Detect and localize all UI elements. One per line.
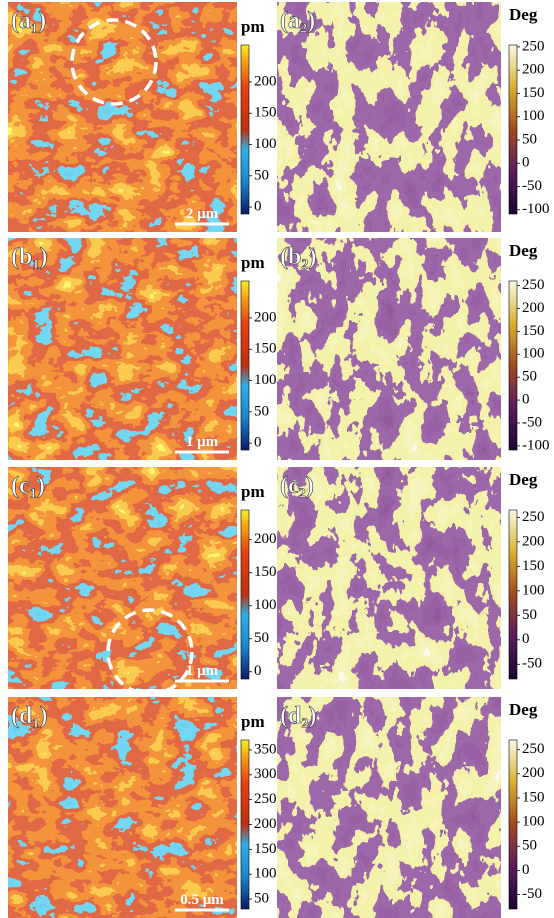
colorbar-unit: pm xyxy=(241,712,265,731)
colorbar-tick-label: -50 xyxy=(522,414,542,430)
colorbar-unit: Deg xyxy=(509,700,538,719)
scale-bar-label: 1 μm xyxy=(186,663,219,679)
colorbar-tick-label: 100 xyxy=(254,136,277,152)
colorbar-tick-label: 250 xyxy=(522,277,545,293)
colorbar-tick-label: 200 xyxy=(254,816,277,832)
colorbar-tick-label: 50 xyxy=(254,403,269,419)
colorbar-tick-label: 100 xyxy=(522,346,545,362)
scale-bar-label: 1 μm xyxy=(186,434,219,450)
colorbar-tick-label: 150 xyxy=(254,564,277,580)
colorbar-tick-label: 200 xyxy=(522,533,545,549)
figure: (a₁) 2 μm pm 200 150 100 50 0 (a₂) Deg 250 200 150 10… xyxy=(0,0,554,918)
image xyxy=(8,238,237,460)
colorbar-tick-label: 200 xyxy=(522,765,545,781)
colorbar-tick-label: 0 xyxy=(254,435,262,451)
colorbar-tick-label: 0 xyxy=(522,155,530,171)
colorbar-tick-label: 150 xyxy=(522,789,545,805)
colorbar-tick-label: 100 xyxy=(254,372,277,388)
colorbar-tick-label: 150 xyxy=(522,558,545,574)
colorbar-tick-label: 200 xyxy=(254,73,277,89)
colorbar-tick-label: 50 xyxy=(522,838,537,854)
colorbar-tick-label: -50 xyxy=(522,886,542,902)
colorbar-tick-label: 200 xyxy=(522,300,545,316)
colorbar xyxy=(509,281,517,450)
colorbar-tick-label: 50 xyxy=(254,167,269,183)
colorbar-tick-label: 0 xyxy=(254,199,262,215)
colorbar-tick-label: 200 xyxy=(522,62,545,78)
panel-label: (d₁) xyxy=(11,703,48,729)
colorbar-unit: Deg xyxy=(509,241,538,260)
image xyxy=(8,467,237,689)
colorbar xyxy=(509,510,517,679)
colorbar-tick-label: 150 xyxy=(254,105,277,121)
panel-label: (b₁) xyxy=(11,244,48,270)
scale-bar-label: 2 μm xyxy=(186,206,219,222)
colorbar-unit: pm xyxy=(241,482,265,501)
colorbar-tick-label: 50 xyxy=(254,890,269,906)
colorbar-tick-label: 0 xyxy=(254,663,262,679)
colorbar-tick-label: 250 xyxy=(522,741,545,757)
image xyxy=(8,697,237,918)
colorbar-tick-label: 250 xyxy=(522,509,545,525)
colorbar-tick-label: 100 xyxy=(522,108,545,124)
colorbar-tick-label: 100 xyxy=(254,866,277,882)
panel-label: (a₁) xyxy=(11,8,46,34)
colorbar-unit: Deg xyxy=(509,5,538,24)
colorbar xyxy=(509,740,517,909)
panel-label: (d₂) xyxy=(280,703,317,729)
colorbar xyxy=(241,281,249,450)
colorbar-tick-label: 100 xyxy=(522,814,545,830)
panel-label: (c₁) xyxy=(11,473,45,499)
image xyxy=(277,697,501,918)
panel-label: (c₂) xyxy=(280,473,314,499)
colorbar-tick-label: 100 xyxy=(522,582,545,598)
colorbar-tick-label: 50 xyxy=(522,369,537,385)
colorbar-tick-label: 100 xyxy=(254,597,277,613)
colorbar-tick-label: 50 xyxy=(522,607,537,623)
colorbar-tick-label: 150 xyxy=(254,341,277,357)
image xyxy=(8,2,237,232)
colorbar-unit: pm xyxy=(241,17,265,36)
colorbar-tick-label: 150 xyxy=(254,841,277,857)
colorbar xyxy=(241,740,249,909)
colorbar xyxy=(241,510,249,679)
colorbar xyxy=(241,45,249,214)
image xyxy=(277,238,501,460)
colorbar-tick-label: 350 xyxy=(254,741,277,757)
colorbar-tick-label: 300 xyxy=(254,766,277,782)
colorbar-tick-label: -50 xyxy=(522,656,542,672)
colorbar-tick-label: 250 xyxy=(254,791,277,807)
colorbar-tick-label: 200 xyxy=(254,531,277,547)
colorbar-tick-label: 50 xyxy=(254,630,269,646)
colorbar-tick-label: 250 xyxy=(522,38,545,54)
colorbar-tick-label: -50 xyxy=(522,178,542,194)
colorbar-tick-label: -100 xyxy=(522,437,550,453)
colorbar-tick-label: 0 xyxy=(522,392,530,408)
colorbar-tick-label: -100 xyxy=(522,201,550,217)
colorbar-unit: pm xyxy=(241,253,265,272)
colorbar xyxy=(509,45,517,214)
colorbar-tick-label: 200 xyxy=(254,309,277,325)
colorbar-unit: Deg xyxy=(509,470,538,489)
panel-label: (a₂) xyxy=(280,8,315,34)
colorbar-tick-label: 0 xyxy=(522,862,530,878)
scale-bar-label: 0.5 μm xyxy=(180,892,224,908)
colorbar-tick-label: 150 xyxy=(522,323,545,339)
panel-label: (b₂) xyxy=(280,244,317,270)
image xyxy=(277,467,501,689)
colorbar-tick-label: 0 xyxy=(522,631,530,647)
colorbar-tick-label: 50 xyxy=(522,131,537,147)
image xyxy=(277,2,501,232)
colorbar-tick-label: 150 xyxy=(522,85,545,101)
